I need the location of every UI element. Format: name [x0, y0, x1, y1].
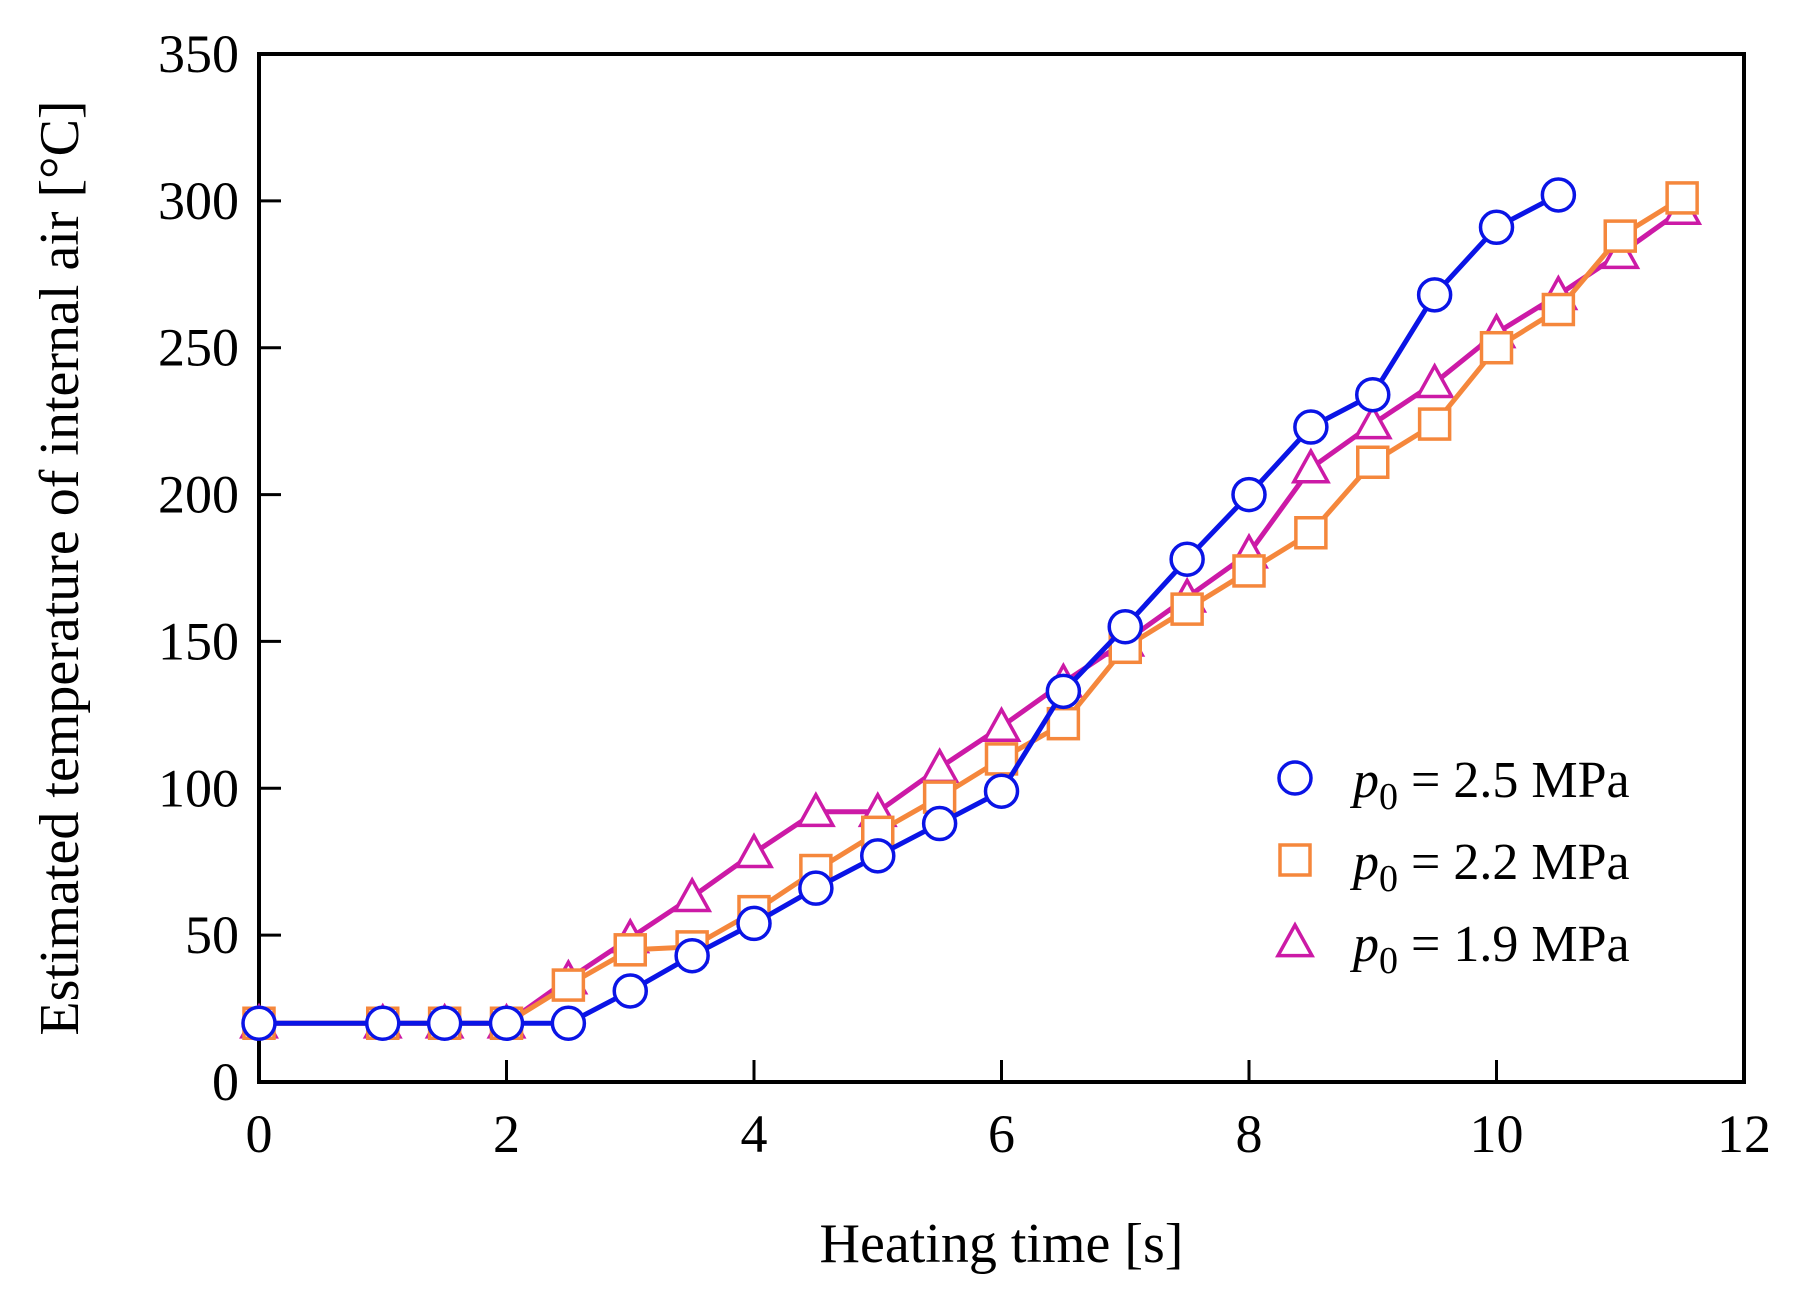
- y-tick-label: 350: [158, 24, 239, 84]
- legend-label: p0 = 2.2 MPa: [1349, 834, 1630, 900]
- series-line: [259, 192, 1560, 1026]
- data-point: [919, 747, 960, 784]
- y-tick-label: 200: [158, 465, 239, 525]
- data-point: [1107, 608, 1143, 645]
- x-tick-label: 0: [246, 1104, 273, 1164]
- data-point: [795, 791, 836, 828]
- data-point: [1416, 277, 1453, 313]
- data-point: [674, 937, 710, 974]
- data-point: [1293, 409, 1329, 445]
- series-square: [242, 181, 1699, 1041]
- data-point: [860, 838, 896, 874]
- series-line: [259, 195, 1684, 1026]
- tick-labels: 0 2 4 6 8 10 12 0 50 100 150 200 250 300 350: [158, 24, 1771, 1164]
- data-point: [1417, 407, 1452, 441]
- x-axis-title: Heating time [s]: [820, 1213, 1184, 1275]
- data-point: [921, 805, 958, 842]
- y-tick-label: 0: [212, 1052, 239, 1112]
- legend-entry: p0 = 1.9 MPa: [1275, 916, 1630, 982]
- data-point: [1603, 219, 1637, 253]
- legend-entry: p0 = 2.2 MPa: [1278, 834, 1630, 900]
- data-point: [1540, 177, 1577, 213]
- data-point: [1541, 292, 1576, 327]
- data-point: [1294, 516, 1328, 550]
- legend-marker: [1277, 760, 1313, 796]
- legend-label: p0 = 2.5 MPa: [1349, 752, 1630, 818]
- x-tick-label: 10: [1470, 1104, 1524, 1164]
- data-point: [1479, 330, 1514, 365]
- x-tick-label: 2: [493, 1104, 520, 1164]
- legend-marker: [1275, 921, 1315, 958]
- data-point: [1169, 541, 1205, 577]
- series-circle: [241, 177, 1577, 1042]
- y-axis-title: Estimated temperature of internal air [°…: [29, 100, 91, 1035]
- series-line: [259, 207, 1684, 1026]
- legend-label: p0 = 1.9 MPa: [1349, 916, 1630, 982]
- x-tick-label: 6: [988, 1104, 1015, 1164]
- data-point: [612, 973, 648, 1009]
- data-point: [241, 1005, 277, 1042]
- y-tick-label: 50: [185, 905, 239, 965]
- legend: p0 = 2.5 MPa p0 = 2.2 MPa p0 = 1.9 MPa: [1275, 752, 1630, 982]
- series-triangle: [239, 189, 1703, 1039]
- data-point: [1352, 403, 1393, 440]
- y-tick-label: 100: [158, 758, 239, 818]
- y-tick-label: 250: [158, 318, 239, 378]
- x-tick-label: 12: [1717, 1104, 1771, 1164]
- data-point: [798, 870, 834, 906]
- data-point: [672, 876, 713, 913]
- data-point: [1290, 447, 1331, 484]
- data-point: [1231, 476, 1267, 513]
- data-point: [365, 1005, 401, 1042]
- axes: [257, 52, 1746, 1084]
- data-point: [984, 742, 1019, 776]
- data-point: [1170, 592, 1204, 626]
- data-point: [1355, 376, 1391, 413]
- data-point: [1046, 706, 1081, 741]
- data-point: [1045, 673, 1082, 710]
- data-point: [734, 832, 774, 869]
- data-point: [613, 933, 647, 967]
- data-point: [736, 905, 772, 942]
- data-point: [1665, 181, 1699, 215]
- data-point: [426, 1005, 463, 1042]
- data-point: [1232, 554, 1266, 588]
- data-point: [1356, 445, 1390, 480]
- data-point: [551, 968, 586, 1002]
- legend-marker: [1278, 843, 1312, 877]
- series-group: [239, 177, 1703, 1042]
- data-point: [1478, 209, 1515, 246]
- y-tick-label: 150: [158, 611, 239, 671]
- y-tick-label: 300: [158, 171, 239, 231]
- x-tick-label: 4: [741, 1104, 768, 1164]
- data-point: [981, 706, 1022, 742]
- data-point: [1414, 362, 1455, 399]
- x-tick-label: 8: [1236, 1104, 1263, 1164]
- data-point: [550, 1005, 587, 1042]
- data-point: [488, 1005, 525, 1042]
- legend-entry: p0 = 2.5 MPa: [1277, 752, 1630, 818]
- data-point: [983, 773, 1020, 809]
